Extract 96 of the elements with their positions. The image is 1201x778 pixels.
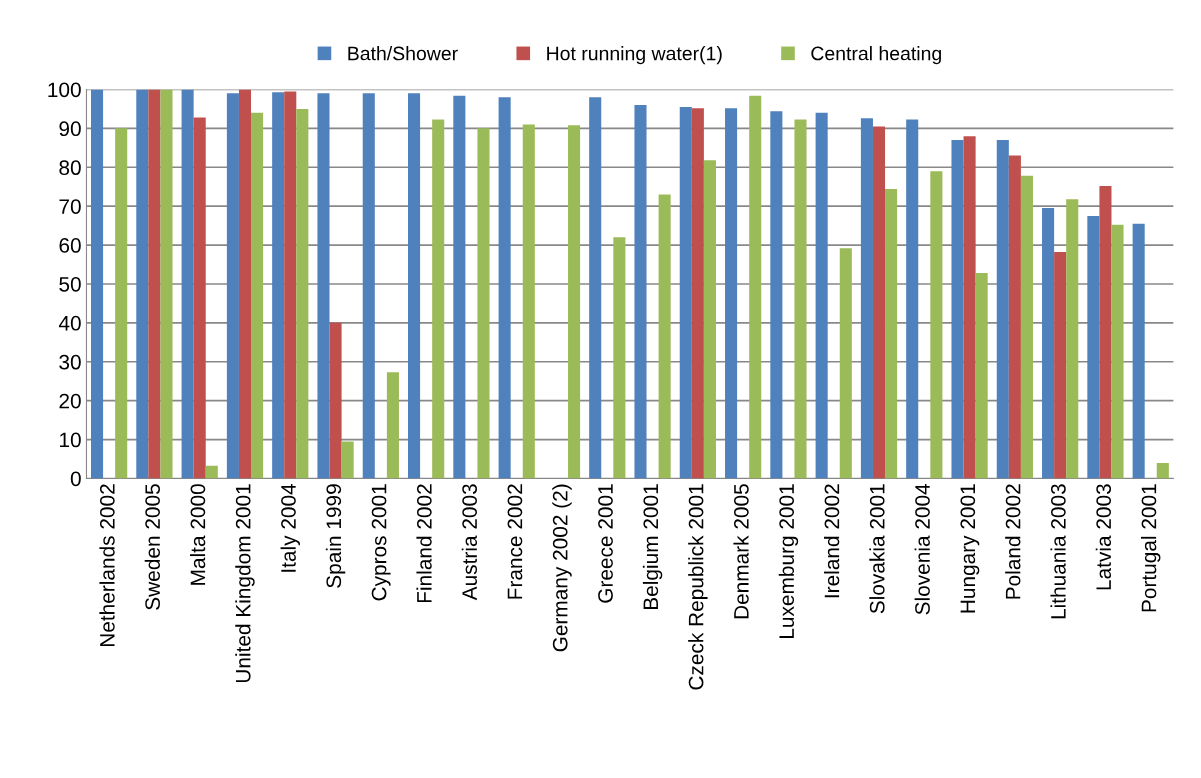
x-tick-label: Greece 2001	[598, 484, 613, 603]
bar	[329, 322, 342, 479]
legend-label: Central heating	[811, 46, 941, 65]
bar	[408, 93, 421, 479]
y-tick-label: 90	[59, 121, 81, 137]
bar	[725, 108, 738, 479]
bar	[362, 93, 375, 479]
bar	[1099, 185, 1112, 479]
bar	[703, 160, 716, 479]
bar	[284, 91, 297, 479]
bar	[839, 248, 852, 479]
bar	[453, 95, 466, 479]
bar	[634, 105, 647, 479]
bar	[613, 237, 626, 479]
x-tick-label: Lithuania 2003	[1050, 484, 1066, 619]
bar	[1087, 215, 1100, 479]
x-tick-label: Slovenia 2004	[914, 483, 930, 615]
bar	[963, 136, 976, 479]
bar	[1020, 175, 1033, 479]
y-tick-label: 10	[60, 432, 81, 448]
y-tick-label: 0	[70, 471, 81, 487]
bar	[498, 97, 511, 479]
x-tick-label: Portugal 2001	[1141, 484, 1161, 612]
x-tick-label: Spain 1999	[325, 484, 346, 588]
y-tick-label: 100	[48, 82, 81, 98]
bar	[815, 112, 828, 479]
x-tick-label: Germany 2002 (2)	[552, 484, 572, 652]
y-tick-label: 60	[59, 238, 81, 253]
bar	[872, 126, 886, 479]
bar	[885, 189, 898, 479]
bar	[386, 372, 399, 479]
x-tick-label: Denmark 2005	[733, 484, 749, 619]
x-tick-label: Austria 2003	[461, 484, 478, 601]
y-tick-label: 40	[58, 315, 81, 331]
bar	[432, 119, 445, 479]
bar	[181, 89, 194, 479]
bar	[658, 194, 671, 479]
bar	[794, 119, 807, 479]
bar	[1042, 208, 1055, 479]
bar	[906, 119, 919, 479]
bar	[568, 125, 581, 479]
x-tick-label: Netherlands 2002	[99, 484, 115, 647]
x-tick-label: Slovakia 2001	[869, 484, 885, 614]
bar	[996, 140, 1009, 479]
x-tick-label: Italy 2004	[280, 483, 300, 572]
bar	[91, 89, 104, 479]
bar	[160, 89, 173, 479]
y-tick-label: 50	[59, 276, 81, 292]
bar	[860, 118, 873, 479]
x-tick-label: Finland 2002	[416, 484, 432, 603]
bar	[341, 441, 354, 479]
bar	[951, 140, 964, 479]
bar	[1156, 462, 1169, 479]
legend-label: Hot running water(1)	[547, 46, 722, 65]
bar	[148, 89, 161, 479]
bar	[1054, 252, 1067, 479]
x-tick-label: Ireland 2002	[824, 484, 840, 598]
x-tick-label: Malta 2000	[189, 484, 206, 585]
bar	[251, 112, 264, 479]
x-tick-label: Poland 2002	[1005, 484, 1021, 599]
bar	[679, 106, 692, 479]
bar	[975, 273, 988, 479]
x-tick-label: Sweden 2005	[144, 484, 160, 610]
bar	[238, 89, 252, 479]
bar	[691, 108, 704, 479]
bar	[589, 97, 602, 479]
bar	[226, 93, 239, 479]
bar	[1111, 224, 1124, 479]
x-tick-label: Luxemburg 2001	[778, 484, 799, 638]
x-tick-label: United Kingdom 2001	[235, 484, 255, 683]
x-tick-label: Czeck Republick 2001	[688, 484, 708, 690]
bar	[205, 465, 218, 479]
bar	[770, 111, 783, 479]
bar	[115, 128, 128, 479]
bar	[317, 93, 330, 479]
bar	[1132, 223, 1145, 479]
y-tick-label: 80	[59, 160, 81, 176]
x-tick-label: Cypros 2001	[371, 484, 391, 601]
x-tick-label: France 2002	[507, 484, 523, 599]
y-tick-label: 20	[59, 393, 81, 409]
x-tick-label: Latvia 2003	[1095, 484, 1112, 590]
bar	[136, 89, 149, 479]
y-tick-label: 70	[59, 199, 81, 214]
x-tick-label: Belgium 2001	[642, 484, 663, 610]
bar	[1008, 155, 1021, 479]
bar	[477, 128, 490, 479]
legend-label: Bath/Shower	[348, 46, 458, 61]
bar	[522, 124, 535, 479]
y-tick-label: 30	[59, 354, 81, 370]
x-tick-label: Hungary 2001	[960, 484, 980, 613]
bar	[272, 92, 285, 479]
bar	[296, 108, 309, 479]
bar	[193, 117, 206, 479]
bar	[930, 171, 943, 479]
bar	[749, 95, 762, 479]
bar	[1066, 199, 1079, 479]
